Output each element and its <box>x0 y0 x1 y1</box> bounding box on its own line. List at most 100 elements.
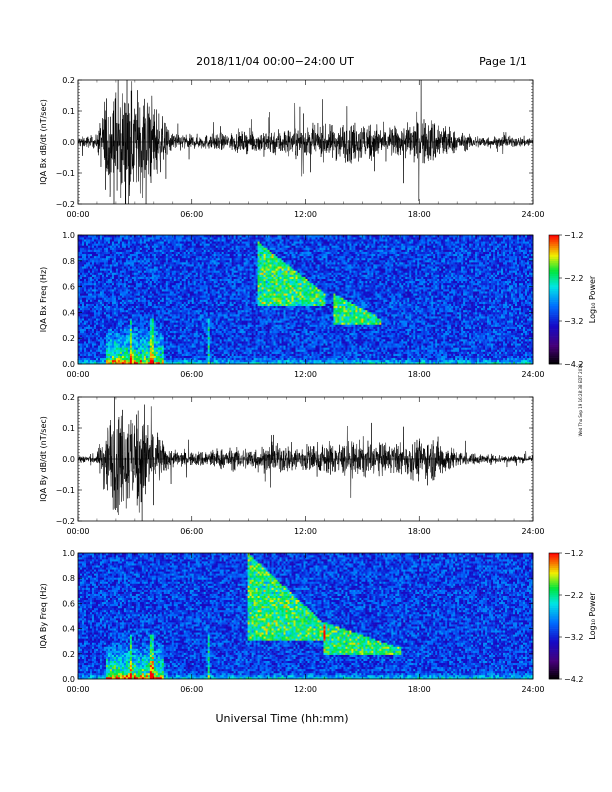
colorbar-step <box>549 332 559 334</box>
x-tick-label: 12:00 <box>294 527 317 536</box>
colorbar-step <box>549 654 559 656</box>
panel-1: 0.20.10.0−0.1−0.200:00 06:00 12:00 18:00 24:… <box>39 76 545 219</box>
y-tick-label: 1.0 <box>62 549 75 558</box>
colorbar-step <box>549 553 559 555</box>
colorbar-step <box>549 330 559 332</box>
colorbar-step <box>549 310 559 312</box>
x-tick-label: 00:00 <box>66 370 89 379</box>
colorbar-step <box>549 557 559 559</box>
y-tick-label: 0.8 <box>62 574 75 583</box>
colorbar-step <box>549 606 559 608</box>
colorbar-step <box>549 671 559 673</box>
colorbar-tick-label: −2.2 <box>564 274 583 283</box>
y-tick-label: 0.2 <box>62 650 75 659</box>
colorbar-step <box>549 261 559 263</box>
y-tick-label: 1.0 <box>62 231 75 240</box>
y-axis-label: IQA Bx dB/dt (nT/sec) <box>39 99 48 185</box>
colorbar-step <box>549 595 559 597</box>
colorbar-step <box>549 629 559 631</box>
colorbar-step <box>549 300 559 302</box>
x-tick-label: 12:00 <box>294 370 317 379</box>
page-label: Page 1/1 <box>479 55 527 68</box>
x-tick-label: 18:00 <box>408 370 431 379</box>
colorbar-step <box>549 652 559 654</box>
x-tick-label: 00:00 <box>66 210 89 219</box>
y-tick-label: 0.4 <box>62 625 75 634</box>
colorbar-step <box>549 319 559 321</box>
colorbar-step <box>549 248 559 250</box>
x-tick-label: 18:00 <box>408 210 431 219</box>
colorbar-step <box>549 624 559 626</box>
colorbar-step <box>549 658 559 660</box>
y-axis-label: IQA By Freq (Hz) <box>39 583 48 649</box>
colorbar-step <box>549 555 559 557</box>
colorbar-step <box>549 633 559 635</box>
colorbar-step <box>549 574 559 576</box>
colorbar-step <box>549 321 559 323</box>
panel-3: 0.20.10.0−0.1−0.200:00 06:00 12:00 18:00 24:… <box>39 393 545 536</box>
y-tick-label: 0.2 <box>62 76 75 85</box>
colorbar-step <box>549 297 559 299</box>
y-tick-label: 0.0 <box>62 675 75 684</box>
colorbar-step <box>549 295 559 297</box>
colorbar-step <box>549 254 559 256</box>
y-tick-label: −0.1 <box>56 486 75 495</box>
x-tick-label: 18:00 <box>408 685 431 694</box>
x-tick-label: 00:00 <box>66 685 89 694</box>
x-tick-label: 18:00 <box>408 527 431 536</box>
colorbar-step <box>549 276 559 278</box>
x-tick-label: 06:00 <box>180 527 203 536</box>
colorbar-step <box>549 662 559 664</box>
colorbar-step <box>549 345 559 347</box>
figure-canvas: 2018/11/04 00:00−24:00 UT Page 1/1 0.2 0.… <box>0 0 612 792</box>
colorbar-step <box>549 601 559 603</box>
timestamp-label: Wed Thu Sep 19 16:28:38 EDT 2019 <box>578 363 583 436</box>
x-tick-label: 06:00 <box>180 370 203 379</box>
colorbar-step <box>549 315 559 317</box>
colorbar-step <box>549 675 559 677</box>
y-tick-label: 0.6 <box>62 599 75 608</box>
y-tick-label: −0.1 <box>56 169 75 178</box>
colorbar-step <box>549 308 559 310</box>
colorbar-step <box>549 340 559 342</box>
colorbar-step <box>549 323 559 325</box>
y-tick-label: 0.2 <box>62 393 75 402</box>
colorbar-step <box>549 622 559 624</box>
colorbar-step <box>549 259 559 261</box>
colorbar-step <box>549 338 559 340</box>
panel-4: 1.0 0.8 0.6 0.4 0.2 0.0 −1.2−2.2−3.2−4.2Log₁₀ … <box>39 549 597 694</box>
colorbar-step <box>549 559 559 561</box>
colorbar-step <box>549 272 559 274</box>
colorbar-step <box>549 284 559 286</box>
colorbar-step <box>549 564 559 566</box>
panel-2: 1.00.80.60.40.20.0−1.2−2.2−3.2−4.2Log₁₀ … <box>39 231 597 379</box>
colorbar-step <box>549 274 559 276</box>
colorbar-step <box>549 265 559 267</box>
y-axis-label: IQA Bx Freq (Hz) <box>39 267 48 333</box>
colorbar-step <box>549 597 559 599</box>
colorbar-step <box>549 252 559 254</box>
x-tick-label: 24:00 <box>521 210 544 219</box>
colorbar-step <box>549 669 559 671</box>
figure-title: 2018/11/04 00:00−24:00 UT <box>196 55 354 68</box>
y-tick-label: 0.0 <box>62 138 75 147</box>
colorbar-step <box>549 280 559 282</box>
colorbar-step <box>549 267 559 269</box>
y-tick-label: 0.8 <box>62 257 75 266</box>
heatmap-cells <box>78 553 533 679</box>
colorbar-label: Log₁₀ Power <box>588 275 597 323</box>
y-tick-label: 0.2 <box>62 334 75 343</box>
colorbar-step <box>549 585 559 587</box>
colorbar-step <box>549 355 559 357</box>
colorbar-step <box>549 566 559 568</box>
colorbar-step <box>549 282 559 284</box>
y-tick-label: 0.1 <box>62 424 75 433</box>
y-axis-label: IQA By dB/dt (nT/sec) <box>39 416 48 502</box>
colorbar-step <box>549 257 559 259</box>
colorbar-step <box>549 241 559 243</box>
colorbar-step <box>549 587 559 589</box>
colorbar-step <box>549 576 559 578</box>
colorbar-step <box>549 269 559 271</box>
